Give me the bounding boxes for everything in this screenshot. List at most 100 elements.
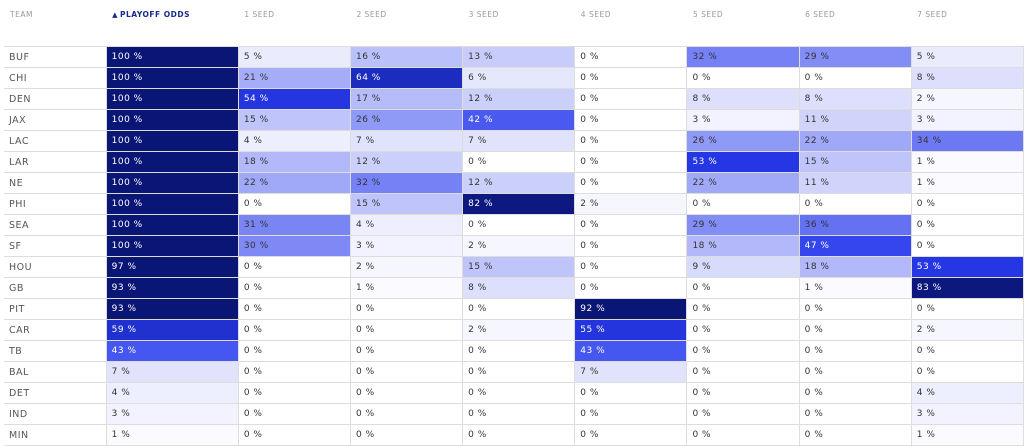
column-header[interactable]: TEAM	[4, 0, 106, 47]
odds-cell: 100 %	[105, 214, 239, 236]
odds-cell: 93 %	[105, 298, 239, 320]
page: TEAM ▲ PLAYOFF ODDS 1 SEED 2 SEED 3 SEED 4 SEE…	[4, 10, 1024, 446]
odds-cell: 0 %	[237, 361, 351, 383]
odds-cell: 0 %	[237, 256, 351, 278]
odds-cell: 2 %	[349, 256, 464, 278]
odds-cell: 97 %	[105, 256, 239, 278]
odds-cell: 2 %	[910, 88, 1024, 110]
odds-cell: 0 %	[910, 298, 1024, 320]
odds-cell: 100 %	[105, 172, 239, 194]
odds-cell: 26 %	[686, 130, 800, 152]
odds-table: TEAM ▲ PLAYOFF ODDS 1 SEED 2 SEED 3 SEED 4 SEE…	[4, 0, 1024, 446]
table-row: CHI 100 % 21 % 64 % 6 % 0 % 0 % 0 % 8 %	[4, 67, 1024, 89]
odds-cell: 9 %	[686, 256, 800, 278]
odds-cell: 26 %	[349, 109, 464, 131]
odds-cell: 4 %	[910, 382, 1024, 404]
column-header[interactable]: ▲ PLAYOFF ODDS	[106, 0, 238, 47]
odds-cell: 53 %	[686, 151, 800, 173]
odds-cell: 0 %	[462, 340, 576, 362]
odds-cell: 0 %	[574, 256, 688, 278]
column-header[interactable]: 5 SEED	[687, 0, 799, 47]
sort-arrow: ▲	[112, 11, 119, 19]
table-row: SEA 100 % 31 % 4 % 0 % 0 % 29 % 36 % 0 %	[4, 214, 1024, 236]
odds-cell: 92 %	[574, 298, 688, 320]
odds-cell: 17 %	[349, 88, 464, 110]
odds-cell: 0 %	[686, 319, 800, 341]
table-row: HOU 97 % 0 % 2 % 15 % 0 % 9 % 18 % 53 %	[4, 256, 1024, 278]
odds-cell: 15 %	[349, 193, 464, 215]
team-cell: CAR	[4, 319, 107, 341]
odds-cell: 0 %	[686, 424, 800, 446]
odds-cell: 12 %	[462, 172, 576, 194]
column-header[interactable]: 4 SEED	[575, 0, 687, 47]
odds-cell: 0 %	[349, 382, 464, 404]
odds-cell: 0 %	[798, 298, 912, 320]
column-header[interactable]: 6 SEED	[799, 0, 911, 47]
team-cell: GB	[4, 277, 107, 299]
odds-cell: 100 %	[105, 235, 239, 257]
odds-cell: 0 %	[349, 319, 464, 341]
table-row: LAR 100 % 18 % 12 % 0 % 0 % 53 % 15 % 1 %	[4, 151, 1024, 173]
odds-cell: 1 %	[910, 151, 1024, 173]
odds-cell: 8 %	[910, 67, 1024, 89]
odds-cell: 0 %	[349, 340, 464, 362]
odds-cell: 18 %	[237, 151, 351, 173]
odds-cell: 34 %	[910, 130, 1024, 152]
odds-cell: 55 %	[574, 319, 688, 341]
header-text: TEAM	[10, 10, 33, 19]
table-row: CAR 59 % 0 % 0 % 2 % 55 % 0 % 0 % 2 %	[4, 319, 1024, 341]
odds-cell: 0 %	[798, 382, 912, 404]
odds-cell: 32 %	[686, 46, 800, 68]
odds-cell: 100 %	[105, 88, 239, 110]
odds-cell: 30 %	[237, 235, 351, 257]
column-header[interactable]: 7 SEED	[911, 0, 1023, 47]
odds-cell: 0 %	[686, 403, 800, 425]
table-row: BUF 100 % 5 % 16 % 13 % 0 % 32 % 29 % 5 %	[4, 46, 1024, 68]
odds-cell: 2 %	[462, 319, 576, 341]
table-row: TB 43 % 0 % 0 % 0 % 43 % 0 % 0 % 0 %	[4, 340, 1024, 362]
odds-cell: 0 %	[686, 340, 800, 362]
odds-cell: 0 %	[574, 214, 688, 236]
odds-cell: 0 %	[686, 67, 800, 89]
team-cell: NE	[4, 172, 107, 194]
odds-cell: 100 %	[105, 193, 239, 215]
table-body: BUF 100 % 5 % 16 % 13 % 0 % 32 % 29 % 5 % CHI 100 …	[4, 46, 1024, 446]
odds-cell: 0 %	[462, 298, 576, 320]
column-header[interactable]: 2 SEED	[350, 0, 462, 47]
odds-cell: 0 %	[574, 151, 688, 173]
team-cell: CHI	[4, 67, 107, 89]
column-header[interactable]: 3 SEED	[463, 0, 575, 47]
odds-cell: 0 %	[798, 340, 912, 362]
table-row: PIT 93 % 0 % 0 % 0 % 92 % 0 % 0 % 0 %	[4, 298, 1024, 320]
odds-cell: 3 %	[686, 109, 800, 131]
team-cell: SEA	[4, 214, 107, 236]
odds-cell: 7 %	[105, 361, 239, 383]
odds-cell: 43 %	[574, 340, 688, 362]
odds-cell: 83 %	[910, 277, 1024, 299]
odds-cell: 0 %	[574, 277, 688, 299]
odds-cell: 31 %	[237, 214, 351, 236]
odds-cell: 15 %	[237, 109, 351, 131]
odds-cell: 0 %	[798, 424, 912, 446]
odds-cell: 11 %	[798, 172, 912, 194]
odds-cell: 0 %	[574, 46, 688, 68]
team-cell: MIN	[4, 424, 107, 446]
odds-cell: 100 %	[105, 109, 239, 131]
column-header[interactable]: 1 SEED	[238, 0, 350, 47]
odds-cell: 15 %	[798, 151, 912, 173]
odds-cell: 18 %	[686, 235, 800, 257]
odds-cell: 6 %	[462, 67, 576, 89]
odds-cell: 0 %	[910, 214, 1024, 236]
odds-cell: 0 %	[686, 382, 800, 404]
odds-cell: 0 %	[686, 277, 800, 299]
table-row: DET 4 % 0 % 0 % 0 % 0 % 0 % 0 % 4 %	[4, 382, 1024, 404]
odds-cell: 0 %	[462, 424, 576, 446]
odds-cell: 100 %	[105, 67, 239, 89]
table-row: SF 100 % 30 % 3 % 2 % 0 % 18 % 47 % 0 %	[4, 235, 1024, 257]
team-cell: JAX	[4, 109, 107, 131]
odds-cell: 100 %	[105, 46, 239, 68]
header-text: 1 SEED	[244, 10, 275, 19]
team-cell: DET	[4, 382, 107, 404]
odds-cell: 18 %	[798, 256, 912, 278]
odds-cell: 0 %	[462, 361, 576, 383]
